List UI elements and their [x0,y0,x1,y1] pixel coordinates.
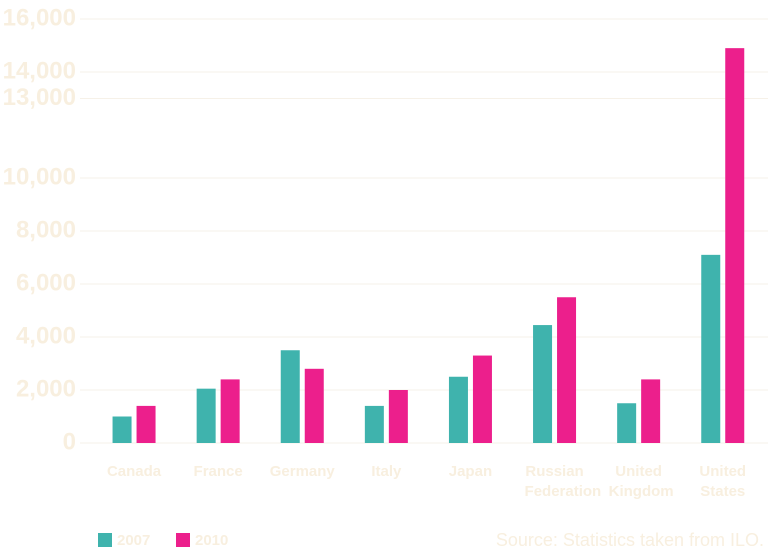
bar [448,376,468,443]
bar [617,403,637,443]
bar [472,355,492,443]
bar [196,388,216,443]
x-tick-label: United States [699,463,747,500]
y-tick-label: 16,000 [3,4,76,31]
legend-label: 2010 [195,532,228,549]
y-tick-label: 13,000 [3,84,76,111]
y-tick-label: 10,000 [3,163,76,190]
bar [533,325,553,443]
bar [220,379,240,443]
legend-swatch [98,533,112,547]
x-tick-label: United Kingdom [608,463,674,500]
x-tick-label: Germany [269,463,335,480]
x-tick-label: Russian Federation [524,463,602,500]
bar [388,390,408,443]
bar [136,405,156,443]
bar [725,48,745,444]
bar [364,405,384,443]
y-tick-label: 6,000 [16,269,76,296]
x-tick-label: Italy [371,463,402,480]
y-tick-label: 8,000 [16,216,76,243]
y-tick-label: 14,000 [3,57,76,84]
x-tick-label: Canada [106,463,162,480]
x-tick-label: Japan [448,463,493,480]
y-tick-label: 0 [63,428,76,455]
bar [641,379,661,443]
bar [557,297,577,443]
bar [280,350,300,443]
bar [304,368,324,443]
bar [112,416,132,443]
y-tick-label: 2,000 [16,375,76,402]
y-tick-label: 4,000 [16,322,76,349]
source-note: Source: Statistics taken from ILO. [496,530,764,550]
x-tick-label: France [193,463,243,480]
bar [701,254,721,443]
legend-label: 2007 [117,532,150,549]
legend-swatch [176,533,190,547]
